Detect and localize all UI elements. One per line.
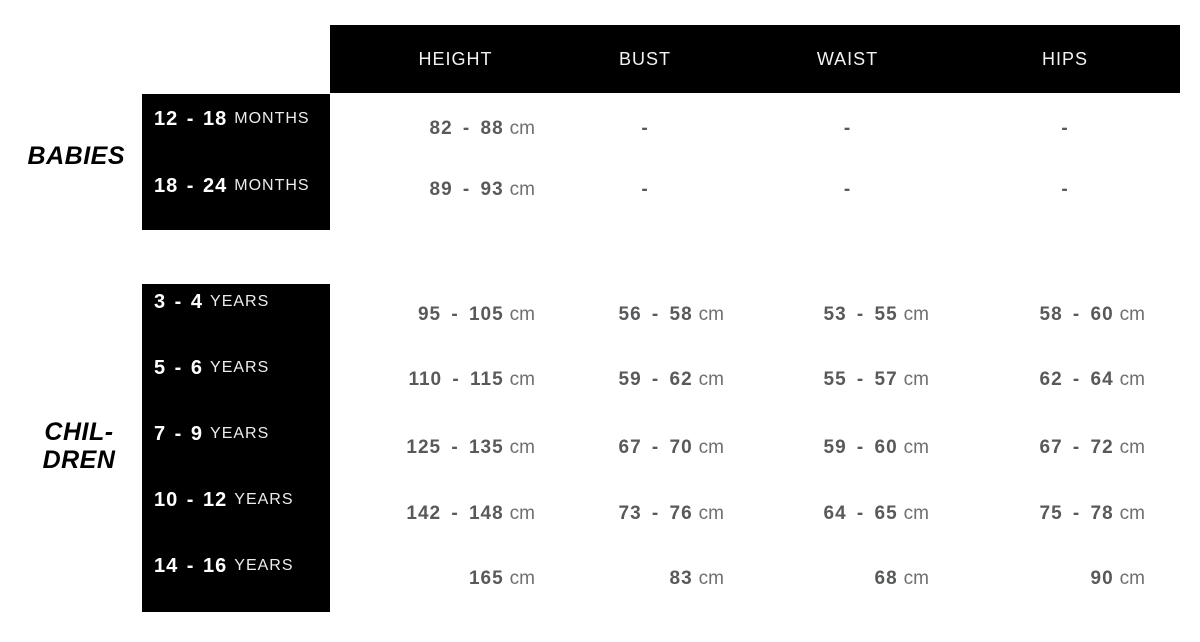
size-label-14-16-years: 14 - 16 YEARS [142, 543, 330, 589]
height-value: 95 - 105 cm [417, 304, 535, 325]
size-label-10-12-years: 10 - 12 YEARS [142, 477, 330, 523]
measurement-row-children-4: 142 - 148 cm 73 - 76 cm 64 - 65 cm 75 - 78 c… [330, 491, 1180, 537]
size-unit: YEARS [210, 293, 270, 310]
measurement-row-children-1: 95 - 105 cm 56 - 58 cm 53 - 55 cm 58 - 60 cm [330, 292, 1180, 338]
height-value: 89 - 93 cm [429, 179, 535, 200]
waist-value: 53 - 55 cm [823, 304, 929, 325]
size-range: 3 - 4 [154, 290, 204, 313]
height-value: 165 cm [468, 568, 535, 589]
size-range: 14 - 16 [154, 554, 228, 577]
size-range: 5 - 6 [154, 356, 204, 379]
size-unit: YEARS [210, 359, 270, 376]
bust-value: 56 - 58 cm [618, 304, 724, 325]
size-label-7-9-years: 7 - 9 YEARS [142, 411, 330, 457]
bust-value: 73 - 76 cm [618, 503, 724, 524]
size-range: 7 - 9 [154, 422, 204, 445]
column-header-bust: BUST [618, 48, 671, 69]
group-label-babies: BABIES [0, 133, 132, 179]
size-label-3-4-years: 3 - 4 YEARS [142, 279, 330, 325]
size-unit: MONTHS [234, 110, 310, 127]
size-unit: YEARS [234, 491, 294, 508]
measurement-row-children-5: 165 cm 83 cm 68 cm 90 cm [330, 556, 1180, 602]
height-value: 110 - 115 cm [408, 369, 535, 390]
height-value: 142 - 148 cm [406, 503, 535, 524]
waist-value: 59 - 60 cm [823, 437, 929, 458]
group-label-text: BABIES [27, 141, 125, 170]
waist-value: 64 - 65 cm [823, 503, 929, 524]
column-header-hips: HIPS [1041, 48, 1088, 69]
hips-value: 75 - 78 cm [1039, 503, 1145, 524]
measurement-row-babies-2: 89 - 93 cm - - - [330, 167, 1180, 213]
bust-value: 67 - 70 cm [618, 437, 724, 458]
measurement-row-children-3: 125 - 135 cm 67 - 70 cm 59 - 60 cm 67 - 72 c… [330, 425, 1180, 471]
bust-value: 59 - 62 cm [618, 369, 724, 390]
size-unit: MONTHS [234, 177, 310, 194]
measurement-row-babies-1: 82 - 88 cm - - - [330, 106, 1180, 152]
size-range: 18 - 24 [154, 174, 228, 197]
hips-value: - [1061, 118, 1069, 139]
bust-value: - [641, 179, 649, 200]
bust-value: - [641, 118, 649, 139]
hips-value: 90 cm [1090, 568, 1145, 589]
column-header-waist: WAIST [816, 48, 879, 69]
waist-value: - [843, 179, 852, 200]
bust-value: 83 cm [669, 568, 724, 589]
waist-value: - [843, 118, 852, 139]
size-unit: YEARS [210, 425, 270, 442]
column-header-height: HEIGHT [418, 48, 493, 69]
measurement-row-children-2: 110 - 115 cm 59 - 62 cm 55 - 57 cm 62 - 64 c… [330, 357, 1180, 403]
hips-value: 62 - 64 cm [1039, 369, 1145, 390]
size-range: 10 - 12 [154, 488, 228, 511]
table-header-bar: HEIGHT BUST WAIST HIPS [330, 25, 1180, 93]
waist-value: 68 cm [874, 568, 929, 589]
babies-size-box [142, 94, 330, 230]
group-label-children: CHIL- DREN [0, 418, 140, 474]
size-label-12-18-months: 12 - 18 MONTHS [142, 96, 330, 142]
size-label-18-24-months: 18 - 24 MONTHS [142, 163, 330, 209]
waist-value: 55 - 57 cm [823, 369, 929, 390]
height-value: 125 - 135 cm [406, 437, 535, 458]
size-label-5-6-years: 5 - 6 YEARS [142, 345, 330, 391]
hips-value: 58 - 60 cm [1039, 304, 1145, 325]
children-size-box [142, 284, 330, 612]
hips-value: - [1061, 179, 1069, 200]
size-range: 12 - 18 [154, 107, 228, 130]
hips-value: 67 - 72 cm [1039, 437, 1145, 458]
height-value: 82 - 88 cm [429, 118, 535, 139]
group-label-text-line2: DREN [42, 446, 116, 474]
size-unit: YEARS [234, 557, 294, 574]
group-label-text-line1: CHIL- [44, 418, 114, 446]
